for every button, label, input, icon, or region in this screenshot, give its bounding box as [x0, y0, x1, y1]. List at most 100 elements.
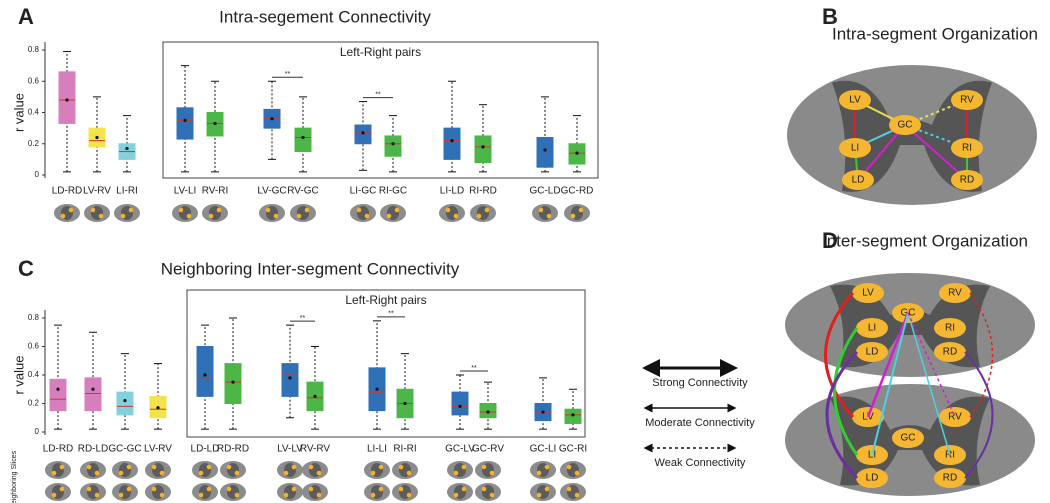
- x-tick-label: GC-RV: [472, 444, 504, 455]
- slice-dot: [570, 213, 576, 219]
- box: [58, 71, 76, 124]
- slice-dot: [481, 464, 487, 470]
- node-label: RI: [945, 450, 955, 461]
- slice-dot: [386, 213, 392, 219]
- slice-dot: [308, 486, 314, 492]
- node: [951, 90, 983, 110]
- connection: [964, 351, 994, 479]
- x-tick-label: GC-LI: [530, 444, 557, 455]
- node-label: LD: [866, 473, 879, 484]
- mean: [123, 399, 127, 403]
- slice-dot: [398, 486, 404, 492]
- x-tick-label: GC-LD: [529, 186, 560, 197]
- node: [839, 138, 871, 158]
- node-label: RV: [948, 412, 962, 423]
- slice-dot: [234, 492, 240, 498]
- x-tick-label: RD-LD: [78, 444, 109, 455]
- slice-dot: [398, 464, 404, 470]
- significance-label: **: [471, 365, 477, 372]
- slice-dot: [453, 470, 459, 476]
- node-label: LI: [851, 143, 859, 154]
- slice-dot: [226, 464, 232, 470]
- box: [281, 363, 299, 397]
- mean: [65, 98, 69, 102]
- x-tick-label: GC-RD: [561, 186, 594, 197]
- slice-dot: [304, 207, 310, 213]
- x-tick-label: LI-LI: [367, 444, 387, 455]
- mean: [571, 413, 575, 417]
- slice-dot: [283, 492, 289, 498]
- y-tick-label: 0.4: [28, 370, 40, 379]
- node: [939, 283, 971, 303]
- mean: [56, 387, 60, 391]
- x-tick-label: GC-LV: [445, 444, 475, 455]
- node-label: LV: [862, 412, 874, 423]
- significance-label: **: [375, 91, 381, 98]
- mean: [183, 118, 187, 122]
- node: [951, 138, 983, 158]
- slice-dot: [126, 486, 132, 492]
- node: [856, 342, 888, 362]
- node: [856, 468, 888, 488]
- y-tick-label: 0.2: [28, 399, 40, 408]
- mean: [91, 387, 95, 391]
- x-tick-label: RD-RD: [217, 444, 249, 455]
- y-tick-label: 0.8: [28, 313, 40, 322]
- connection: [866, 312, 910, 418]
- slice-dot: [291, 464, 297, 470]
- node: [934, 318, 966, 338]
- group-frame: [162, 41, 599, 179]
- chart-title: Intra-segement Connectivity: [219, 7, 431, 26]
- y-tick-label: 0.6: [28, 342, 40, 351]
- slice-dot: [481, 486, 487, 492]
- node-label: RV: [960, 95, 974, 106]
- connection: [904, 124, 968, 181]
- slice-dot: [118, 470, 124, 476]
- slice-dot: [356, 207, 362, 213]
- slice-dot: [489, 470, 495, 476]
- mean: [203, 373, 207, 377]
- slice-dot: [536, 492, 542, 498]
- panel-letter: A: [18, 4, 34, 29]
- connection: [907, 312, 956, 418]
- slice-dot: [94, 492, 100, 498]
- slice-dot: [265, 207, 271, 213]
- x-tick-label: RI-RI: [393, 444, 416, 455]
- slice-dot: [406, 492, 412, 498]
- slice-dot: [51, 470, 57, 476]
- slice-dot: [453, 492, 459, 498]
- mean: [458, 404, 462, 408]
- node-label: RD: [943, 473, 957, 484]
- box: [196, 346, 214, 397]
- slice-dot: [291, 486, 297, 492]
- node: [892, 428, 924, 448]
- mean: [541, 410, 545, 414]
- node: [852, 283, 884, 303]
- slice-dot: [226, 486, 232, 492]
- node-label: RI: [945, 323, 955, 334]
- box: [536, 137, 554, 168]
- slice-dot: [186, 213, 192, 219]
- connection: [907, 312, 951, 456]
- slice-dot: [68, 207, 74, 213]
- connection: [871, 312, 909, 456]
- legend-label: Strong Connectivity: [652, 377, 748, 389]
- group-frame: [186, 289, 586, 438]
- panel-letter: B: [822, 4, 838, 29]
- slice-dot: [86, 486, 92, 492]
- slice-dot: [151, 486, 157, 492]
- node-label: LI: [868, 323, 876, 334]
- slice-dot: [128, 207, 134, 213]
- y-tick-label: 0.4: [28, 108, 40, 117]
- slice-dot: [566, 464, 572, 470]
- group-label: Left-Right pairs: [340, 45, 421, 59]
- node-label: LV: [862, 288, 874, 299]
- slice-dot: [445, 207, 451, 213]
- x-tick-label: RI-GC: [379, 186, 407, 197]
- box: [384, 135, 402, 157]
- mean: [361, 131, 365, 135]
- slice-dot: [296, 213, 302, 219]
- mean: [95, 135, 99, 140]
- mean: [450, 139, 454, 143]
